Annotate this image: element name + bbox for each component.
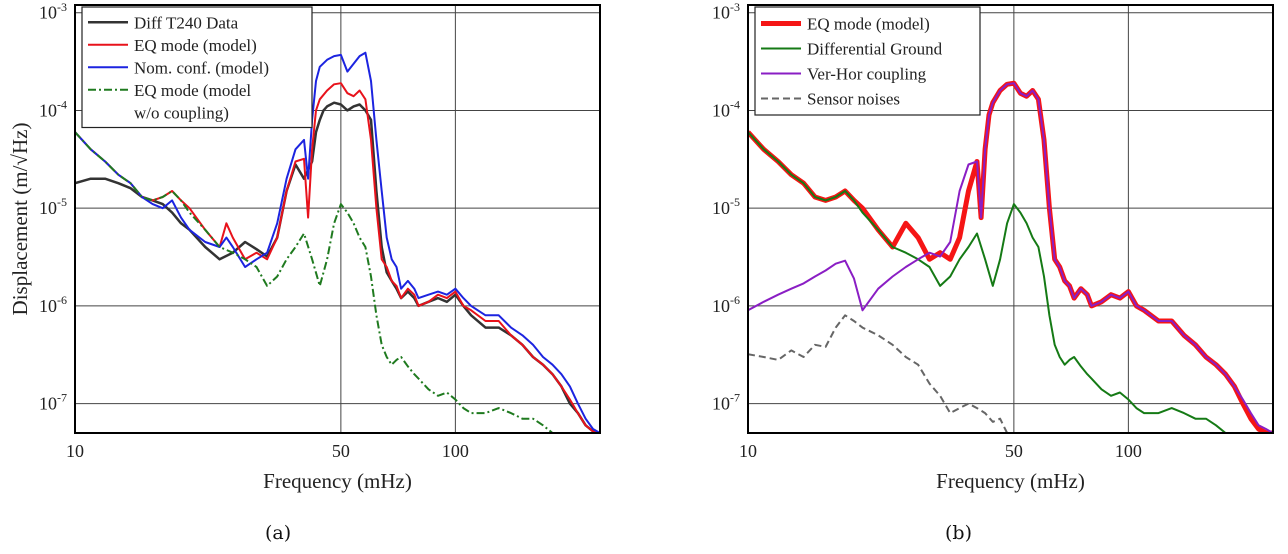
legend-label-3: w/o coupling) xyxy=(134,103,229,122)
x-tick-label: 100 xyxy=(442,441,469,461)
series-line-3 xyxy=(75,131,554,433)
x-axis-label: Frequency (mHz) xyxy=(936,469,1085,493)
legend-label-3: EQ mode (model xyxy=(134,81,251,100)
series-line-2 xyxy=(748,82,1273,433)
series-line-3 xyxy=(748,314,1008,433)
legend-label-2: Ver-Hor coupling xyxy=(807,65,927,84)
x-tick-label: 10 xyxy=(739,441,757,461)
legend-label-1: Differential Ground xyxy=(807,40,943,59)
plot-frame xyxy=(747,4,1274,434)
x-tick-label: 50 xyxy=(332,441,350,461)
y-tick-label: 10-3 xyxy=(712,0,740,23)
legend: Diff T240 Data EQ mode (model) Nom. conf. … xyxy=(81,6,313,129)
series-group xyxy=(75,51,600,433)
chart-panel-b: 10-7 10-6 10-5 10-4 10-3 10 50 100 Frequency (mH… xyxy=(712,0,1274,493)
legend-label-3: Sensor noises xyxy=(807,90,900,109)
y-tick-label: 10-4 xyxy=(712,97,740,120)
y-tick-label: 10-5 xyxy=(39,195,67,218)
legend-label-0: Diff T240 Data xyxy=(134,13,239,32)
y-tick-label: 10-6 xyxy=(712,293,740,316)
legend: EQ mode (model) Differential Ground Ver-Ho… xyxy=(754,6,981,116)
legend-label-2: Nom. conf. (model) xyxy=(134,58,269,77)
series-line-1 xyxy=(75,82,600,433)
x-tick-label: 100 xyxy=(1115,441,1142,461)
y-tick-label: 10-7 xyxy=(39,391,67,414)
y-axis-label: Displacement (m/√Hz) xyxy=(8,123,32,316)
y-tick-label: 10-5 xyxy=(712,195,740,218)
caption-b: (b) xyxy=(945,522,972,544)
y-tick-label: 10-7 xyxy=(712,391,740,414)
legend-label-1: EQ mode (model) xyxy=(134,36,257,55)
y-tick-label: 10-4 xyxy=(39,97,67,120)
series-line-2 xyxy=(75,51,600,433)
x-axis-label: Frequency (mHz) xyxy=(263,469,412,493)
series-group xyxy=(748,80,1273,433)
y-tick-label: 10-3 xyxy=(39,0,67,23)
x-tick-label: 50 xyxy=(1005,441,1023,461)
caption-a: (a) xyxy=(265,522,292,544)
chart-panel-a: 10-7 10-6 10-5 10-4 10-3 10 50 100 Frequency (mH… xyxy=(8,0,601,493)
plot-frame xyxy=(74,4,601,434)
legend-label-0: EQ mode (model) xyxy=(807,15,930,34)
y-tick-label: 10-6 xyxy=(39,293,67,316)
series-line-1 xyxy=(748,131,1227,433)
x-tick-label: 10 xyxy=(66,441,84,461)
